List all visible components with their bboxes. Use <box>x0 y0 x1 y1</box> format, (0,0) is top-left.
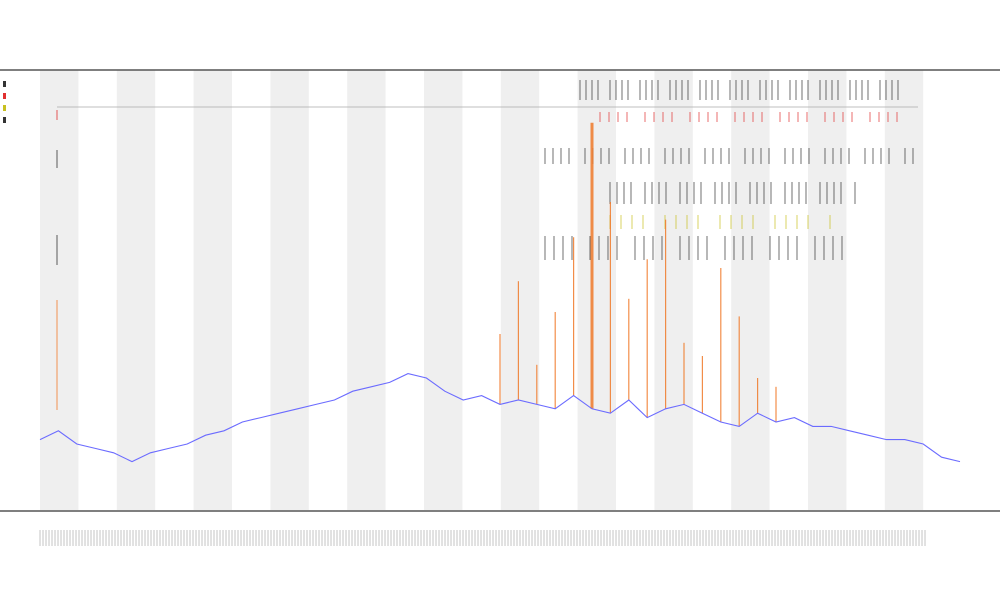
marker-rows <box>56 80 918 410</box>
legend-item <box>3 90 8 102</box>
series-line <box>39 373 961 463</box>
band <box>40 70 79 510</box>
legend <box>3 78 8 126</box>
band <box>731 70 770 510</box>
band <box>500 70 540 510</box>
legend-item <box>3 78 8 90</box>
band <box>270 70 309 510</box>
legend-item <box>3 114 8 126</box>
band <box>577 70 616 510</box>
legend-swatch <box>3 93 6 99</box>
band <box>654 70 693 510</box>
band <box>347 70 386 510</box>
band <box>808 70 847 510</box>
series-lines <box>39 373 961 463</box>
legend-swatch <box>3 117 6 123</box>
band <box>193 70 232 510</box>
peak-lines <box>499 122 777 427</box>
band <box>424 70 463 510</box>
axes <box>0 69 1000 512</box>
band <box>116 70 156 510</box>
x-tick-labels <box>39 530 926 546</box>
background-bands <box>40 70 924 510</box>
legend-swatch <box>3 105 6 111</box>
band <box>884 70 924 510</box>
legend-swatch <box>3 81 6 87</box>
legend-item <box>3 102 8 114</box>
